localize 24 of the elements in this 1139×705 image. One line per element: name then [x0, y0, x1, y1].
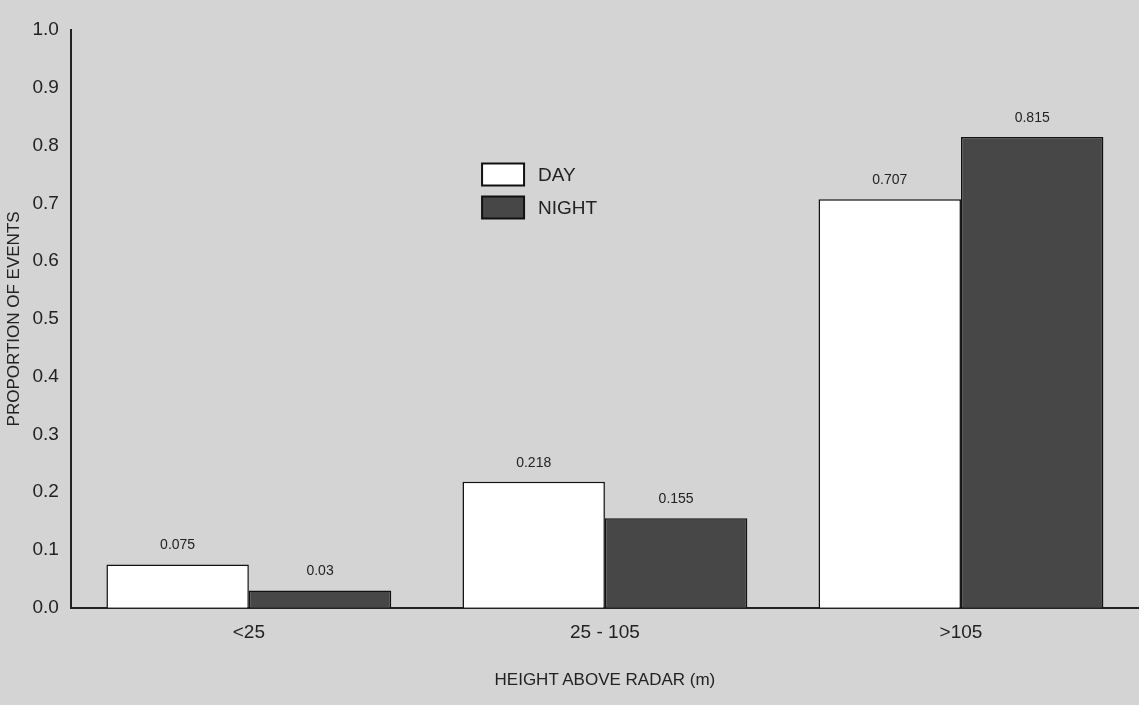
- data-label: 0.03: [306, 562, 334, 579]
- y-tick-label: 0.7: [32, 191, 59, 213]
- x-axis-title: HEIGHT ABOVE RADAR (m): [494, 670, 716, 690]
- data-label: 0.075: [160, 536, 196, 553]
- y-axis-title: PROPORTION OF EVENTS: [3, 211, 23, 427]
- x-tick-label: <25: [232, 621, 265, 643]
- y-tick-label: 0.5: [32, 307, 59, 329]
- x-tick-label: >105: [939, 621, 983, 643]
- y-tick-label: 1.0: [32, 18, 59, 40]
- y-tick-label: 0.9: [32, 76, 59, 98]
- data-label: 0.155: [658, 490, 694, 507]
- data-label: 0.815: [1014, 108, 1050, 125]
- y-tick-label: 0.6: [32, 249, 59, 271]
- y-tick-label: 0.8: [32, 133, 59, 155]
- y-tick-label: 0.2: [32, 480, 59, 502]
- y-tick-label: 0.1: [32, 538, 59, 560]
- y-tick-label: 0.4: [32, 364, 60, 386]
- data-label: 0.707: [872, 171, 908, 188]
- y-tick-label: 0.3: [32, 422, 59, 444]
- legend-label: NIGHT: [538, 196, 598, 218]
- y-tick-label: 0.0: [32, 596, 59, 618]
- x-tick-label: 25 - 105: [570, 621, 640, 643]
- data-label: 0.218: [516, 453, 552, 470]
- legend-label: DAY: [538, 163, 577, 185]
